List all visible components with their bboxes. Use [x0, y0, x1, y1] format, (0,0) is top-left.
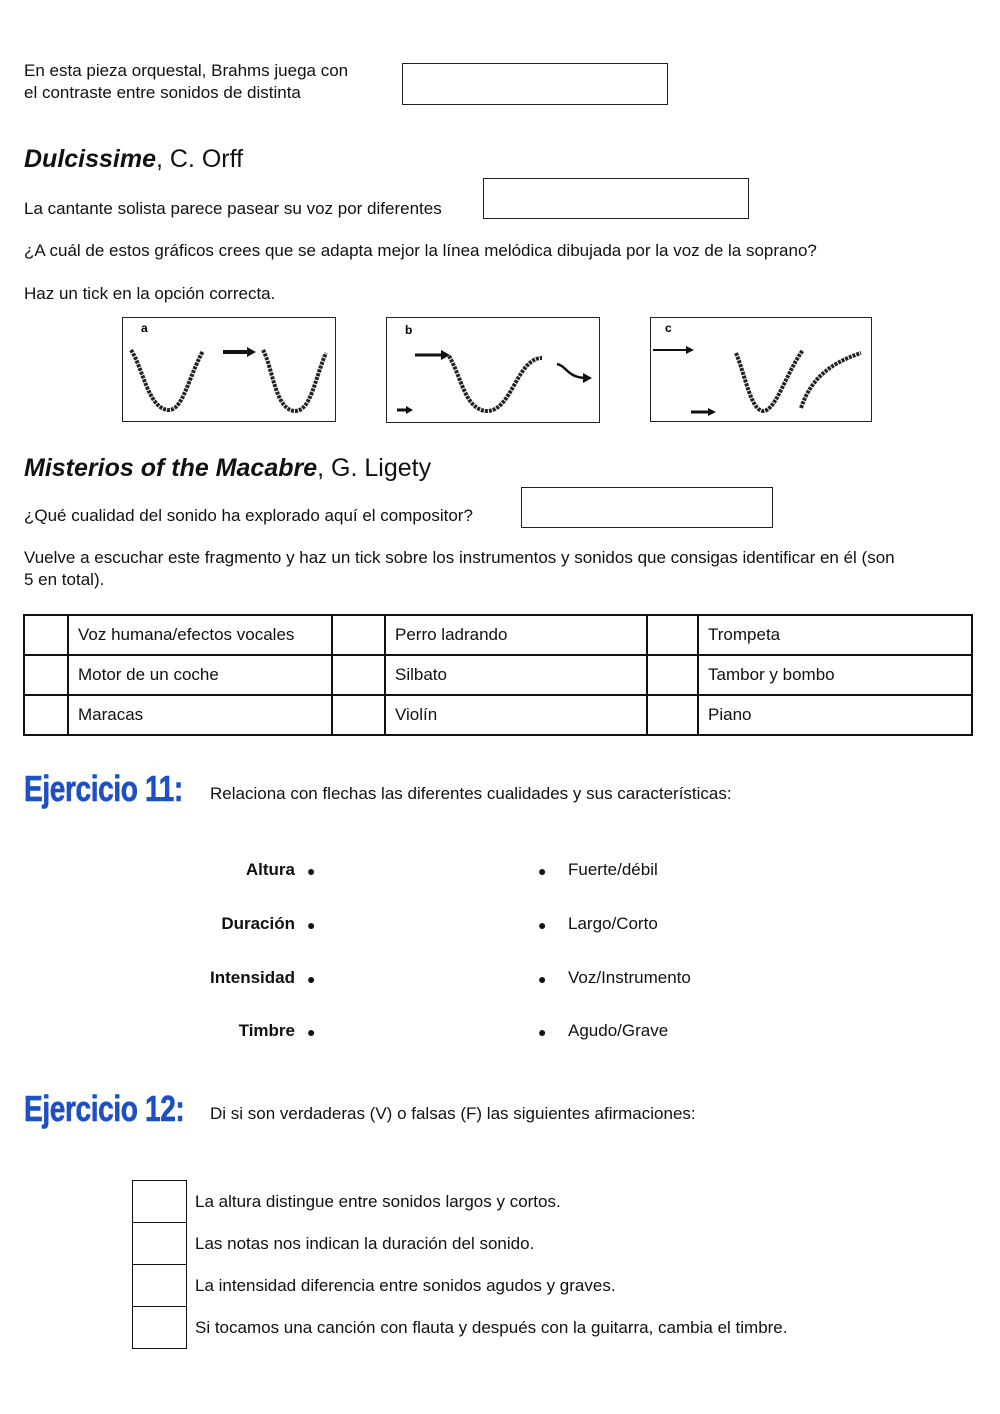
table-row: Voz humana/efectos vocales Perro ladrand…	[23, 614, 973, 656]
melody-graph-c: c	[653, 321, 862, 416]
bullet-icon[interactable]: ●	[538, 1024, 547, 1040]
checkbox-cell[interactable]	[331, 694, 386, 736]
dulcissime-instruction: Haz un tick en la opción correcta.	[24, 284, 276, 303]
melody-graph-b: b	[397, 323, 592, 414]
dulcissime-title: Dulcissime	[24, 145, 157, 173]
bullet-icon[interactable]: ●	[307, 863, 316, 879]
statement: Las notas nos indican la duración del so…	[195, 1233, 535, 1253]
dulcissime-heading: Dulcissime, C. Orff	[24, 145, 243, 174]
table-row: Las notas nos indican la duración del so…	[132, 1222, 789, 1265]
ejercicio-11-title: Ejercicio 11:	[24, 768, 184, 810]
statement: La intensidad diferencia entre sonidos a…	[195, 1275, 616, 1295]
misterios-composer: , G. Ligety	[317, 454, 432, 482]
misterios-heading: Misterios of the Macabre, G. Ligety	[24, 454, 431, 483]
table-row: Motor de un coche Silbato Tambor y bombo	[23, 654, 973, 696]
table-cell: Tambor y bombo	[697, 654, 973, 696]
statement: La altura distingue entre sonidos largos…	[195, 1191, 561, 1211]
graph-label-a: a	[141, 321, 148, 335]
checkbox-cell[interactable]	[23, 614, 69, 656]
misterios-answer-input[interactable]	[521, 487, 773, 528]
vf-answer-box[interactable]	[132, 1264, 187, 1307]
table-cell: Trompeta	[697, 614, 973, 656]
brahms-text-1: En esta pieza orquestal, Brahms juega co…	[24, 61, 349, 80]
match-left-item[interactable]: Duración	[221, 914, 295, 933]
checkbox-cell[interactable]	[331, 614, 386, 656]
bullet-icon[interactable]: ●	[307, 917, 316, 933]
checkbox-cell[interactable]	[23, 654, 69, 696]
true-false-table: La altura distingue entre sonidos largos…	[132, 1180, 789, 1349]
brahms-answer-input[interactable]	[402, 63, 668, 105]
checkbox-cell[interactable]	[331, 654, 386, 696]
match-right-item[interactable]: Voz/Instrumento	[568, 968, 691, 987]
brahms-text-2: el contraste entre sonidos de distinta	[24, 83, 301, 102]
match-right-item[interactable]: Fuerte/débil	[568, 860, 658, 879]
vf-answer-box[interactable]	[132, 1222, 187, 1265]
match-right-item[interactable]: Largo/Corto	[568, 914, 658, 933]
dulcissime-question: ¿A cuál de estos gráficos crees que se a…	[24, 241, 817, 260]
misterios-instruction-2: 5 en total).	[24, 570, 105, 589]
bullet-icon[interactable]: ●	[538, 863, 547, 879]
graph-option-c[interactable]: c	[650, 317, 872, 422]
table-cell: Motor de un coche	[67, 654, 333, 696]
ejercicio-11-instruction: Relaciona con flechas las diferentes cua…	[210, 784, 732, 803]
vf-answer-box[interactable]	[132, 1306, 187, 1349]
table-row: La altura distingue entre sonidos largos…	[132, 1180, 789, 1223]
table-row: La intensidad diferencia entre sonidos a…	[132, 1264, 789, 1307]
match-left-item[interactable]: Altura	[245, 860, 295, 879]
instruments-table: Voz humana/efectos vocales Perro ladrand…	[23, 614, 973, 736]
dulcissime-answer-input[interactable]	[483, 178, 749, 219]
graph-option-a[interactable]: a	[122, 317, 336, 422]
table-cell: Silbato	[384, 654, 648, 696]
statement: Si tocamos una canción con flauta y desp…	[195, 1317, 788, 1337]
graph-label-b: b	[405, 323, 412, 337]
bullet-icon[interactable]: ●	[538, 971, 547, 987]
table-cell: Perro ladrando	[384, 614, 648, 656]
dulcissime-prompt: La cantante solista parece pasear su voz…	[24, 199, 442, 218]
table-row: Maracas Violín Piano	[23, 694, 973, 736]
graph-label-c: c	[665, 321, 672, 335]
table-cell: Piano	[697, 694, 973, 736]
match-left-item[interactable]: Timbre	[238, 1021, 295, 1040]
dulcissime-composer: , C. Orff	[156, 145, 244, 173]
ejercicio-12-instruction: Di si son verdaderas (V) o falsas (F) la…	[210, 1104, 696, 1123]
bullet-icon[interactable]: ●	[307, 1024, 316, 1040]
bullet-icon[interactable]: ●	[307, 971, 316, 987]
checkbox-cell[interactable]	[646, 654, 699, 696]
graph-option-b[interactable]: b	[386, 317, 600, 423]
table-cell: Voz humana/efectos vocales	[67, 614, 333, 656]
checkbox-cell[interactable]	[646, 614, 699, 656]
melody-graph-a: a	[129, 321, 328, 414]
bullet-icon[interactable]: ●	[538, 917, 547, 933]
ejercicio-12-title: Ejercicio 12:	[24, 1088, 185, 1130]
checkbox-cell[interactable]	[23, 694, 69, 736]
table-cell: Maracas	[67, 694, 333, 736]
checkbox-cell[interactable]	[646, 694, 699, 736]
misterios-question: ¿Qué cualidad del sonido ha explorado aq…	[24, 506, 473, 525]
match-right-item[interactable]: Agudo/Grave	[568, 1021, 669, 1040]
table-cell: Violín	[384, 694, 648, 736]
vf-answer-box[interactable]	[132, 1180, 187, 1223]
table-row: Si tocamos una canción con flauta y desp…	[132, 1306, 789, 1349]
match-left-item[interactable]: Intensidad	[209, 968, 295, 987]
misterios-title: Misterios of the Macabre	[24, 454, 318, 482]
misterios-instruction-1: Vuelve a escuchar este fragmento y haz u…	[24, 548, 895, 567]
